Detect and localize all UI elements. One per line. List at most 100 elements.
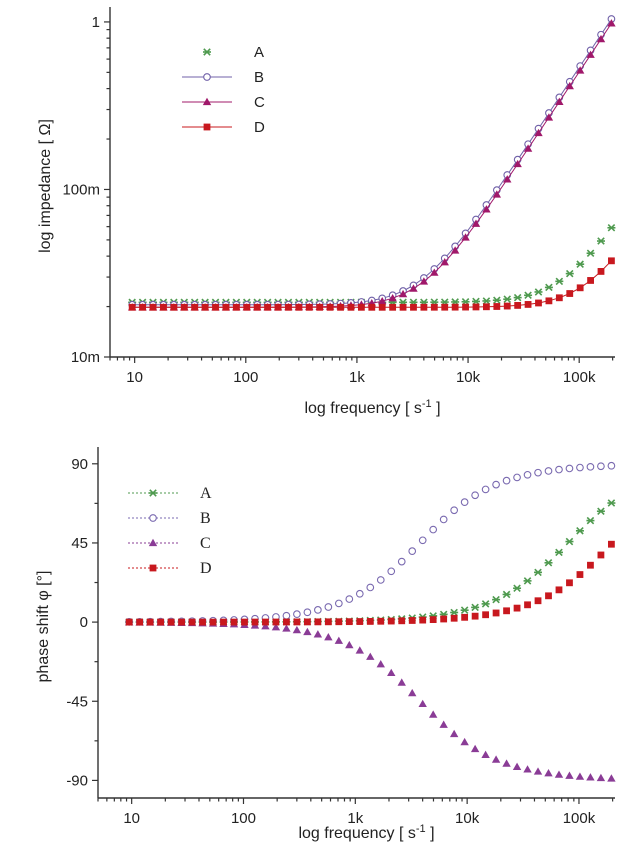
series-A	[125, 499, 616, 626]
data-point-D	[345, 618, 353, 626]
data-point-A	[524, 291, 533, 300]
data-point-D	[555, 586, 563, 594]
data-point-B	[607, 461, 616, 470]
data-point-B	[439, 515, 448, 524]
data-point-D	[201, 303, 209, 311]
data-point-D	[128, 303, 136, 311]
data-point-D	[451, 303, 459, 311]
data-point-D	[241, 618, 248, 626]
data-point-D	[230, 618, 238, 626]
data-point-D	[326, 303, 334, 311]
data-point-C	[555, 97, 564, 105]
data-point-B	[397, 557, 406, 566]
data-point-D	[576, 284, 584, 292]
data-point-A	[565, 537, 574, 546]
data-point-C	[261, 622, 270, 630]
data-point-D	[608, 540, 615, 548]
data-point-D	[303, 618, 311, 626]
data-point-C	[460, 737, 469, 746]
data-point-B	[324, 603, 333, 611]
data-point-A	[544, 559, 553, 567]
series-line-C	[132, 23, 612, 308]
data-point-B	[282, 611, 291, 620]
x-tick-label: 10	[123, 810, 140, 827]
data-point-D	[188, 618, 196, 626]
data-point-C	[470, 744, 480, 753]
data-point-D	[482, 611, 490, 619]
data-point-C	[513, 159, 522, 168]
data-point-B	[334, 599, 343, 608]
data-point-D	[178, 618, 185, 626]
data-point-D	[587, 277, 594, 284]
data-point-D	[366, 618, 374, 625]
data-point-D	[356, 618, 364, 625]
data-point-C	[596, 773, 606, 782]
x-tick-label: 100k	[563, 810, 596, 827]
data-point-D	[450, 614, 458, 622]
data-point-D	[545, 592, 552, 600]
plot-area	[127, 15, 616, 311]
data-point-C	[387, 668, 396, 677]
legend-label-D: D	[254, 119, 265, 136]
data-point-D	[293, 618, 301, 626]
data-point-C	[376, 660, 385, 668]
data-point-C	[607, 774, 616, 782]
data-point-D	[136, 618, 144, 626]
data-point-B	[429, 525, 438, 534]
data-point-A	[597, 237, 606, 245]
data-point-B	[366, 583, 375, 592]
data-point-C	[503, 175, 512, 183]
data-point-C	[586, 50, 595, 58]
data-point-C	[271, 623, 281, 631]
data-point-D	[264, 303, 272, 311]
data-point-D	[199, 618, 206, 626]
data-point-A	[502, 590, 511, 599]
data-point-A	[460, 606, 469, 614]
data-point-B	[555, 465, 563, 474]
data-point-D	[608, 257, 615, 265]
x-axis-title: log frequency [ s-1 ]	[298, 823, 434, 842]
data-point-D	[524, 301, 532, 308]
data-point-C	[418, 699, 427, 708]
data-point-D	[160, 303, 167, 311]
data-point-C	[491, 755, 501, 763]
legend-marker-A	[149, 489, 157, 497]
data-point-B	[314, 606, 322, 614]
data-point-D	[534, 597, 542, 605]
data-point-C	[533, 767, 543, 775]
data-point-C	[397, 678, 406, 686]
data-point-B	[492, 480, 500, 489]
data-point-C	[355, 646, 365, 654]
data-point-C	[449, 729, 459, 738]
data-point-D	[368, 303, 376, 311]
data-point-A	[607, 224, 616, 232]
data-point-D	[243, 303, 251, 311]
data-point-D	[410, 303, 417, 311]
data-point-A	[450, 608, 459, 617]
data-point-D	[408, 617, 416, 624]
data-point-C	[481, 750, 490, 758]
data-point-B	[293, 610, 301, 619]
y-tick-label: -90	[66, 772, 88, 789]
axes: 10 100 1k 10k 100k 90 45 0 -45 -90	[66, 447, 615, 827]
data-point-D	[420, 303, 428, 311]
data-point-A	[481, 600, 490, 608]
y-tick-label: 90	[71, 456, 88, 473]
data-point-C	[461, 233, 470, 241]
data-point-D	[535, 299, 542, 307]
data-point-C	[523, 765, 532, 773]
legend-label-B: B	[254, 69, 264, 86]
x-tick-label: 10k	[456, 369, 481, 386]
data-point-B	[355, 589, 364, 598]
data-point-D	[139, 303, 146, 311]
series-B	[128, 15, 616, 309]
data-point-C	[534, 128, 543, 137]
data-point-D	[597, 551, 605, 559]
data-point-D	[170, 303, 178, 311]
x-tick-label: 10	[126, 369, 143, 386]
data-point-D	[377, 617, 385, 625]
data-point-C	[366, 652, 375, 660]
data-point-C	[313, 630, 323, 638]
data-point-C	[378, 296, 387, 305]
data-point-C	[428, 710, 438, 718]
